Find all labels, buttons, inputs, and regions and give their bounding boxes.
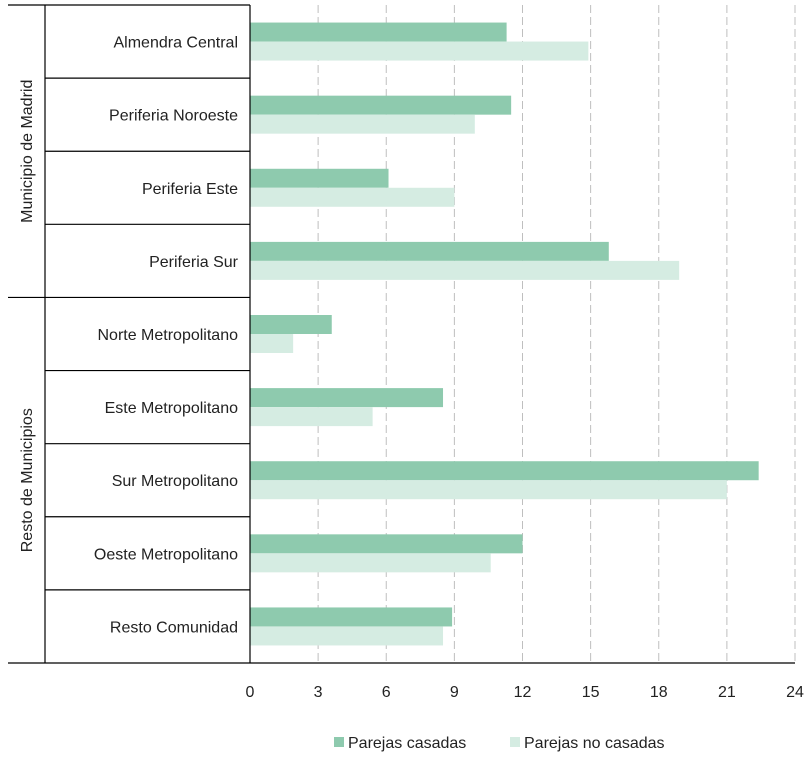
category-label: Este Metropolitano bbox=[105, 400, 239, 417]
group-label: Resto de Municipios bbox=[19, 408, 36, 552]
category-label: Resto Comunidad bbox=[110, 619, 238, 636]
bar-no-casadas bbox=[250, 114, 475, 134]
bar-casadas bbox=[250, 607, 453, 627]
bars bbox=[250, 22, 759, 646]
bar-no-casadas bbox=[250, 480, 727, 500]
category-label: Oeste Metropolitano bbox=[94, 546, 238, 563]
legend-label: Parejas casadas bbox=[348, 735, 466, 752]
x-tick-label: 18 bbox=[650, 684, 668, 701]
x-tick-label: 21 bbox=[718, 684, 736, 701]
bar-casadas bbox=[250, 461, 759, 481]
x-tick-label: 12 bbox=[514, 684, 532, 701]
legend: Parejas casadas Parejas no casadas bbox=[334, 735, 665, 752]
category-label: Periferia Este bbox=[142, 181, 238, 198]
x-tick-label: 15 bbox=[582, 684, 600, 701]
bar-no-casadas bbox=[250, 626, 444, 646]
category-label: Norte Metropolitano bbox=[97, 327, 238, 344]
x-tick-labels: 0 3 6 9 12 15 18 21 24 bbox=[246, 684, 804, 701]
bar-no-casadas bbox=[250, 553, 491, 573]
bar-no-casadas bbox=[250, 187, 455, 207]
bar-no-casadas bbox=[250, 334, 294, 353]
bar-no-casadas bbox=[250, 407, 373, 427]
bar-casadas bbox=[250, 534, 523, 554]
category-labels: Almendra Central Periferia Noroeste Perife… bbox=[94, 35, 239, 637]
category-label: Almendra Central bbox=[114, 35, 239, 52]
category-label: Periferia Noroeste bbox=[109, 108, 238, 125]
legend-label: Parejas no casadas bbox=[524, 735, 665, 752]
category-label: Sur Metropolitano bbox=[112, 473, 238, 490]
bar-casadas bbox=[250, 22, 507, 42]
group-labels: Municipio de Madrid Resto de Municipios bbox=[19, 80, 36, 553]
x-tick-label: 3 bbox=[314, 684, 323, 701]
x-tick-label: 6 bbox=[382, 684, 391, 701]
bar-no-casadas bbox=[250, 41, 589, 61]
group-label: Municipio de Madrid bbox=[19, 80, 36, 223]
bar-no-casadas bbox=[250, 260, 680, 280]
x-tick-label: 0 bbox=[246, 684, 255, 701]
bar-casadas bbox=[250, 168, 389, 188]
category-label: Periferia Sur bbox=[149, 254, 239, 271]
axes bbox=[8, 4, 795, 664]
bar-casadas bbox=[250, 388, 444, 408]
legend-swatch-no-casadas bbox=[510, 737, 520, 747]
x-tick-label: 24 bbox=[786, 684, 804, 701]
x-tick-label: 9 bbox=[450, 684, 459, 701]
legend-swatch-casadas bbox=[334, 737, 344, 747]
bar-casadas bbox=[250, 241, 609, 261]
bar-casadas bbox=[250, 95, 512, 115]
bar-casadas bbox=[250, 315, 332, 334]
